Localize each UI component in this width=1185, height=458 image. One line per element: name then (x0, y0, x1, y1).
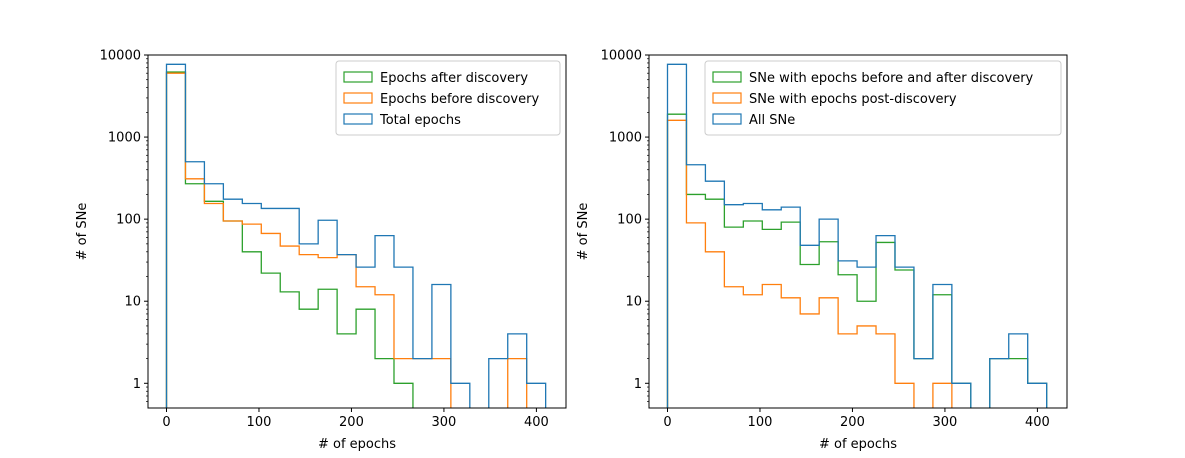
right-legend: SNe with epochs before and after discove… (705, 61, 1061, 135)
left-y-tick-label: 100 (116, 213, 141, 228)
left-x-tick-label: 100 (247, 415, 272, 430)
right-x-tick-label: 0 (663, 415, 671, 430)
right-legend-label-0: SNe with epochs before and after discove… (749, 71, 1034, 86)
right-x-axis-label: # of epochs (819, 437, 897, 452)
left-y-tick-label: 10 (124, 295, 141, 310)
left-legend-label-1: Epochs before discovery (380, 92, 539, 107)
right-y-axis-label: # of SNe (576, 203, 591, 261)
left-x-tick-label: 400 (524, 415, 549, 430)
right-x-tick-label: 200 (840, 415, 865, 430)
left-x-tick-label: 300 (432, 415, 457, 430)
left-legend: Epochs after discovery Epochs before dis… (336, 61, 560, 135)
left-legend-label-0: Epochs after discovery (380, 71, 528, 86)
left-x-tick-label: 0 (162, 415, 170, 430)
right-y-tick-label: 100 (617, 213, 642, 228)
left-y-tick-label: 1000 (108, 131, 141, 146)
left-x-axis-label: # of epochs (318, 437, 396, 452)
right-legend-label-1: SNe with epochs post-discovery (749, 92, 957, 107)
right-x-tick-label: 100 (748, 415, 773, 430)
right-y-tick-label: 1000 (609, 131, 642, 146)
right-y-tick-label: 10000 (601, 49, 642, 64)
left-y-axis-label: # of SNe (75, 203, 90, 261)
right-x-tick-label: 300 (933, 415, 958, 430)
left-x-tick-label: 200 (339, 415, 364, 430)
right-legend-label-2: All SNe (749, 113, 795, 128)
left-legend-label-2: Total epochs (379, 113, 461, 128)
right-y-tick-label: 1 (634, 377, 642, 392)
right-x-tick-label: 400 (1025, 415, 1050, 430)
left-y-tick-label: 1 (133, 377, 141, 392)
left-y-tick-label: 10000 (100, 49, 141, 64)
right-y-tick-label: 10 (625, 295, 642, 310)
